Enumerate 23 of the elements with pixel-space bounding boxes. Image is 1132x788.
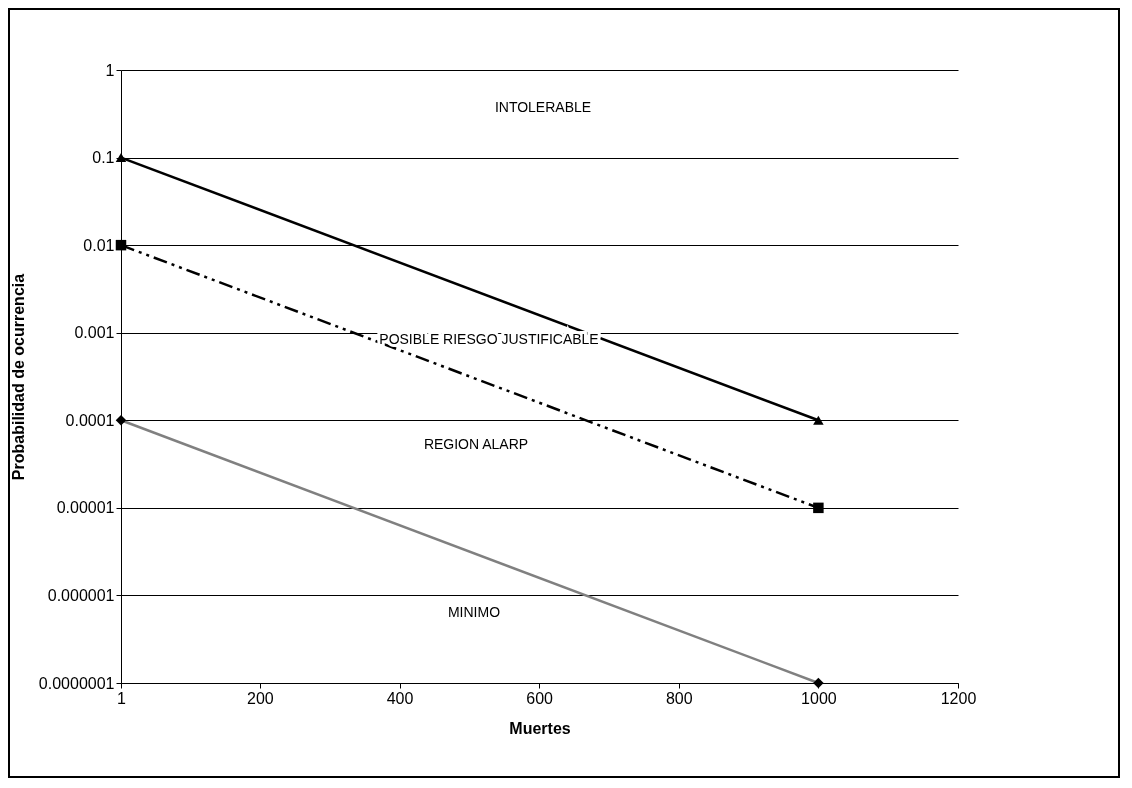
x-tick-label: 200 <box>247 689 274 707</box>
annotation: MINIMO <box>447 604 501 620</box>
y-tick-label: 0.01 <box>83 236 115 254</box>
y-tick-label: 0.000001 <box>47 586 115 604</box>
x-tick-label: 600 <box>526 689 554 707</box>
x-tick-label: 400 <box>386 689 414 707</box>
annotation: REGION ALARP <box>423 436 529 452</box>
y-tick-label: 0.001 <box>74 324 115 342</box>
y-tick-label: 0.0001 <box>65 411 115 429</box>
annotation: POSIBLE RIESGO JUSTIFICABLE <box>379 331 599 347</box>
point <box>813 502 824 514</box>
y-tick-label: 1 <box>105 61 115 79</box>
annotation: INTOLERABLE <box>494 99 592 115</box>
x-tick-label: 800 <box>665 689 693 707</box>
x-tick-label: 1 <box>117 689 127 707</box>
y-tick-label: 0.1 <box>92 149 115 167</box>
x-tick-label: 1200 <box>940 689 977 707</box>
y-axis-title: Probabilidad de ocurrencia <box>9 273 27 481</box>
y-tick-label: 0.0000001 <box>38 674 115 692</box>
x-tick-label: 1000 <box>801 689 837 707</box>
y-tick-label: 0.00001 <box>56 499 115 517</box>
point <box>115 239 127 251</box>
x-axis-title: Muertes <box>509 719 571 737</box>
